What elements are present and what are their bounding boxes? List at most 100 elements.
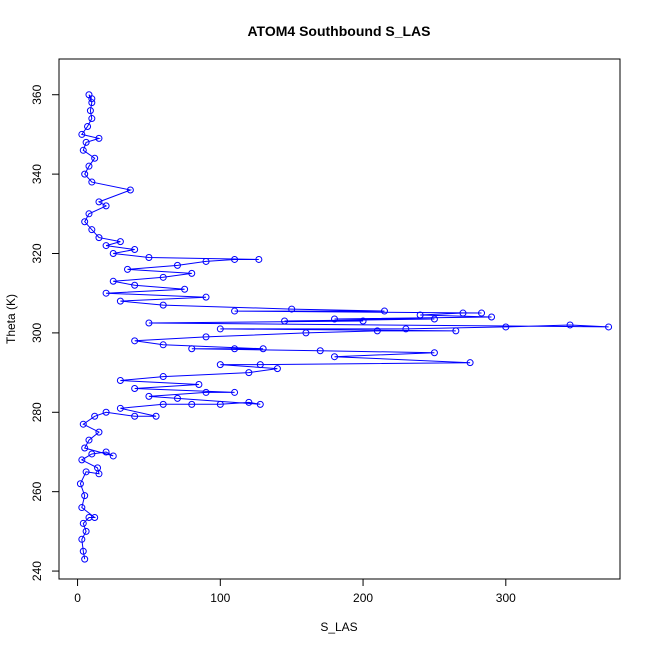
data-point bbox=[102, 242, 110, 250]
data-point bbox=[131, 412, 139, 420]
y-tick-label: 320 bbox=[30, 243, 44, 263]
data-point bbox=[126, 186, 134, 194]
data-point bbox=[116, 297, 124, 305]
data-point bbox=[259, 345, 267, 353]
data-point bbox=[159, 400, 167, 408]
data-point bbox=[95, 198, 103, 206]
data-point bbox=[245, 398, 253, 406]
data-point bbox=[131, 246, 139, 254]
data-point bbox=[145, 319, 153, 327]
data-point bbox=[88, 226, 96, 234]
data-point bbox=[95, 134, 103, 142]
data-point bbox=[81, 444, 89, 452]
data-point bbox=[188, 269, 196, 277]
data-point bbox=[488, 313, 496, 321]
data-point bbox=[288, 305, 296, 313]
x-tick-label: 100 bbox=[210, 591, 230, 605]
data-point bbox=[195, 380, 203, 388]
x-axis: 0 100 200 300 bbox=[74, 578, 516, 605]
data-point bbox=[402, 325, 410, 333]
data-point bbox=[81, 492, 89, 500]
data-point bbox=[109, 277, 117, 285]
data-point bbox=[79, 146, 87, 154]
data-point bbox=[173, 261, 181, 269]
data-point bbox=[256, 361, 264, 369]
data-point bbox=[145, 253, 153, 261]
data-point bbox=[452, 327, 460, 335]
data-point bbox=[202, 333, 210, 341]
data-point bbox=[76, 480, 84, 488]
data-point bbox=[88, 99, 96, 107]
data-point bbox=[430, 315, 438, 323]
data-point bbox=[145, 392, 153, 400]
data-point bbox=[78, 535, 86, 543]
data-layer bbox=[76, 91, 613, 563]
data-point bbox=[281, 317, 289, 325]
data-point bbox=[124, 265, 132, 273]
data-point bbox=[94, 464, 102, 472]
y-axis: 240 260 280 300 320 340 360 bbox=[30, 84, 60, 581]
data-point bbox=[79, 519, 87, 527]
chart-title: ATOM4 Southbound S_LAS bbox=[247, 23, 430, 39]
data-point bbox=[116, 404, 124, 412]
data-point bbox=[605, 323, 613, 331]
data-point bbox=[78, 504, 86, 512]
data-point bbox=[82, 468, 90, 476]
data-point bbox=[231, 307, 239, 315]
data-point bbox=[316, 347, 324, 355]
data-point bbox=[302, 329, 310, 337]
data-point bbox=[245, 369, 253, 377]
data-point bbox=[86, 107, 94, 115]
data-point bbox=[102, 289, 110, 297]
data-point bbox=[430, 349, 438, 357]
data-point bbox=[181, 285, 189, 293]
data-point bbox=[102, 448, 110, 456]
y-axis-label: Theta (K) bbox=[4, 294, 18, 344]
data-point bbox=[81, 218, 89, 226]
data-point bbox=[459, 309, 467, 317]
data-point bbox=[95, 234, 103, 242]
data-point bbox=[380, 307, 388, 315]
y-tick-label: 240 bbox=[30, 561, 44, 581]
y-tick-label: 280 bbox=[30, 402, 44, 422]
data-point bbox=[91, 154, 99, 162]
data-point bbox=[116, 377, 124, 385]
data-point bbox=[78, 456, 86, 464]
data-point bbox=[202, 257, 210, 265]
data-point bbox=[202, 293, 210, 301]
data-point bbox=[231, 388, 239, 396]
data-point bbox=[88, 95, 96, 103]
data-point bbox=[359, 317, 367, 325]
data-point bbox=[109, 250, 117, 258]
data-point bbox=[79, 547, 87, 555]
data-point bbox=[331, 353, 339, 361]
data-point bbox=[131, 384, 139, 392]
data-point bbox=[159, 341, 167, 349]
data-point bbox=[88, 115, 96, 123]
data-point bbox=[116, 238, 124, 246]
data-point bbox=[82, 138, 90, 146]
data-point bbox=[216, 361, 224, 369]
data-point bbox=[331, 315, 339, 323]
data-point bbox=[131, 337, 139, 345]
data-point bbox=[102, 408, 110, 416]
y-tick-label: 340 bbox=[30, 164, 44, 184]
data-point bbox=[255, 255, 263, 263]
data-point bbox=[79, 420, 87, 428]
data-point bbox=[88, 450, 96, 458]
data-point bbox=[159, 301, 167, 309]
x-tick-label: 0 bbox=[74, 591, 81, 605]
data-point bbox=[85, 210, 93, 218]
data-point bbox=[216, 400, 224, 408]
data-point bbox=[478, 309, 486, 317]
data-point bbox=[502, 323, 510, 331]
x-tick-label: 300 bbox=[496, 591, 516, 605]
data-point bbox=[131, 281, 139, 289]
x-axis-label: S_LAS bbox=[320, 620, 357, 634]
data-point bbox=[95, 428, 103, 436]
data-point bbox=[273, 365, 281, 373]
y-tick-label: 300 bbox=[30, 323, 44, 343]
data-point bbox=[173, 394, 181, 402]
data-point bbox=[85, 162, 93, 170]
data-point bbox=[231, 345, 239, 353]
